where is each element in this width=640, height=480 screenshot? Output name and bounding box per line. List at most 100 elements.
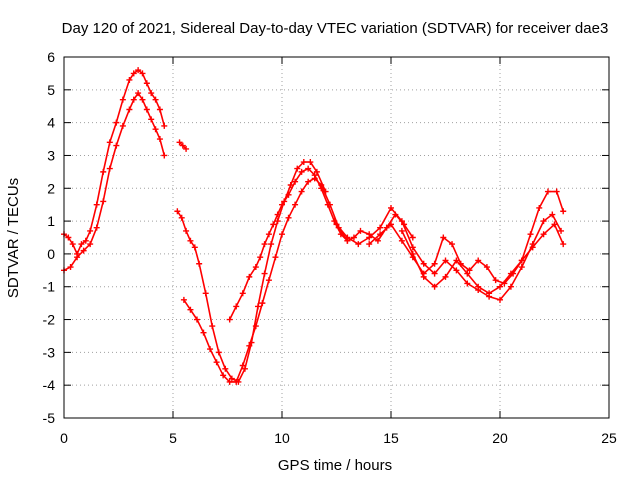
data-point <box>126 76 133 83</box>
data-point <box>148 90 155 97</box>
data-point <box>274 218 281 225</box>
data-point <box>252 323 259 330</box>
data-point <box>226 378 233 385</box>
data-point <box>176 139 183 146</box>
data-point <box>179 142 186 149</box>
data-point <box>156 106 163 113</box>
data-point <box>553 188 560 195</box>
data-point <box>93 201 100 208</box>
data-point <box>139 70 146 77</box>
data-point <box>337 231 344 238</box>
data-point <box>464 270 471 277</box>
data-point <box>233 378 240 385</box>
chart-title: Day 120 of 2021, Sidereal Day-to-day VTE… <box>62 20 609 37</box>
data-point <box>261 270 268 277</box>
data-point <box>180 296 187 303</box>
data-point <box>259 300 266 307</box>
data-point <box>324 201 331 208</box>
series-trace-f <box>333 204 565 303</box>
series-trace-e <box>226 165 416 323</box>
data-point <box>69 241 76 248</box>
data-point <box>226 316 233 323</box>
series-line <box>401 223 564 295</box>
series-trace-c <box>174 159 329 385</box>
series-trace-g <box>366 188 567 287</box>
data-point <box>529 244 536 251</box>
data-point <box>466 267 473 274</box>
data-point <box>279 201 285 208</box>
data-point <box>187 306 194 313</box>
data-point <box>152 96 159 103</box>
data-point <box>440 234 447 241</box>
data-point <box>135 67 142 74</box>
data-point <box>409 244 416 251</box>
data-point <box>239 362 246 369</box>
data-point <box>453 267 460 274</box>
data-point <box>398 218 405 225</box>
y-tick-label: 0 <box>47 246 55 262</box>
data-point <box>313 168 320 175</box>
data-point <box>540 218 547 225</box>
data-point <box>507 270 514 277</box>
data-point <box>483 264 490 271</box>
x-tick-label: 5 <box>169 430 177 446</box>
data-point <box>215 349 222 356</box>
data-point <box>257 254 264 261</box>
data-point <box>268 241 275 248</box>
data-point <box>148 116 155 123</box>
data-point <box>207 346 214 353</box>
data-point <box>200 329 207 336</box>
data-point <box>274 211 281 218</box>
data-point <box>298 168 305 175</box>
x-tick-label: 15 <box>383 430 399 446</box>
data-point <box>442 257 449 264</box>
y-tick-label: 6 <box>47 49 55 65</box>
data-point <box>246 342 253 349</box>
data-point <box>228 375 235 382</box>
data-point <box>178 214 185 221</box>
data-point <box>87 241 94 248</box>
data-point <box>106 165 113 172</box>
data-point <box>540 231 547 238</box>
data-point <box>279 231 285 238</box>
data-point <box>183 145 190 152</box>
data-point <box>409 250 416 257</box>
data-point <box>80 247 87 254</box>
grid-lines <box>64 57 609 418</box>
data-point <box>420 273 427 280</box>
data-point <box>398 237 405 244</box>
data-point <box>350 234 357 241</box>
data-point <box>497 283 503 290</box>
x-tick-label: 20 <box>492 430 508 446</box>
data-point <box>272 254 279 261</box>
data-point <box>161 152 168 159</box>
data-point <box>193 316 200 323</box>
data-point <box>300 159 307 166</box>
data-point <box>74 254 81 261</box>
data-point <box>475 283 482 290</box>
series-line <box>368 190 564 285</box>
data-point <box>398 227 405 234</box>
data-point <box>126 106 133 113</box>
data-point <box>333 221 340 228</box>
data-point <box>78 241 85 248</box>
y-tick-label: -2 <box>43 312 56 328</box>
data-point <box>113 142 120 149</box>
data-point <box>453 257 460 264</box>
data-point <box>486 290 493 297</box>
data-point <box>119 96 126 103</box>
data-point <box>143 106 150 113</box>
data-point <box>93 224 100 231</box>
data-point <box>388 204 394 211</box>
data-point <box>191 244 198 251</box>
y-tick-label: -1 <box>43 279 56 295</box>
data-point <box>261 241 268 248</box>
data-series <box>61 67 567 385</box>
series-trace-b <box>61 90 168 274</box>
data-point <box>518 257 525 264</box>
data-point <box>431 260 438 267</box>
data-point <box>187 237 194 244</box>
data-point <box>388 221 394 228</box>
data-point <box>331 218 338 225</box>
data-point <box>536 204 543 211</box>
